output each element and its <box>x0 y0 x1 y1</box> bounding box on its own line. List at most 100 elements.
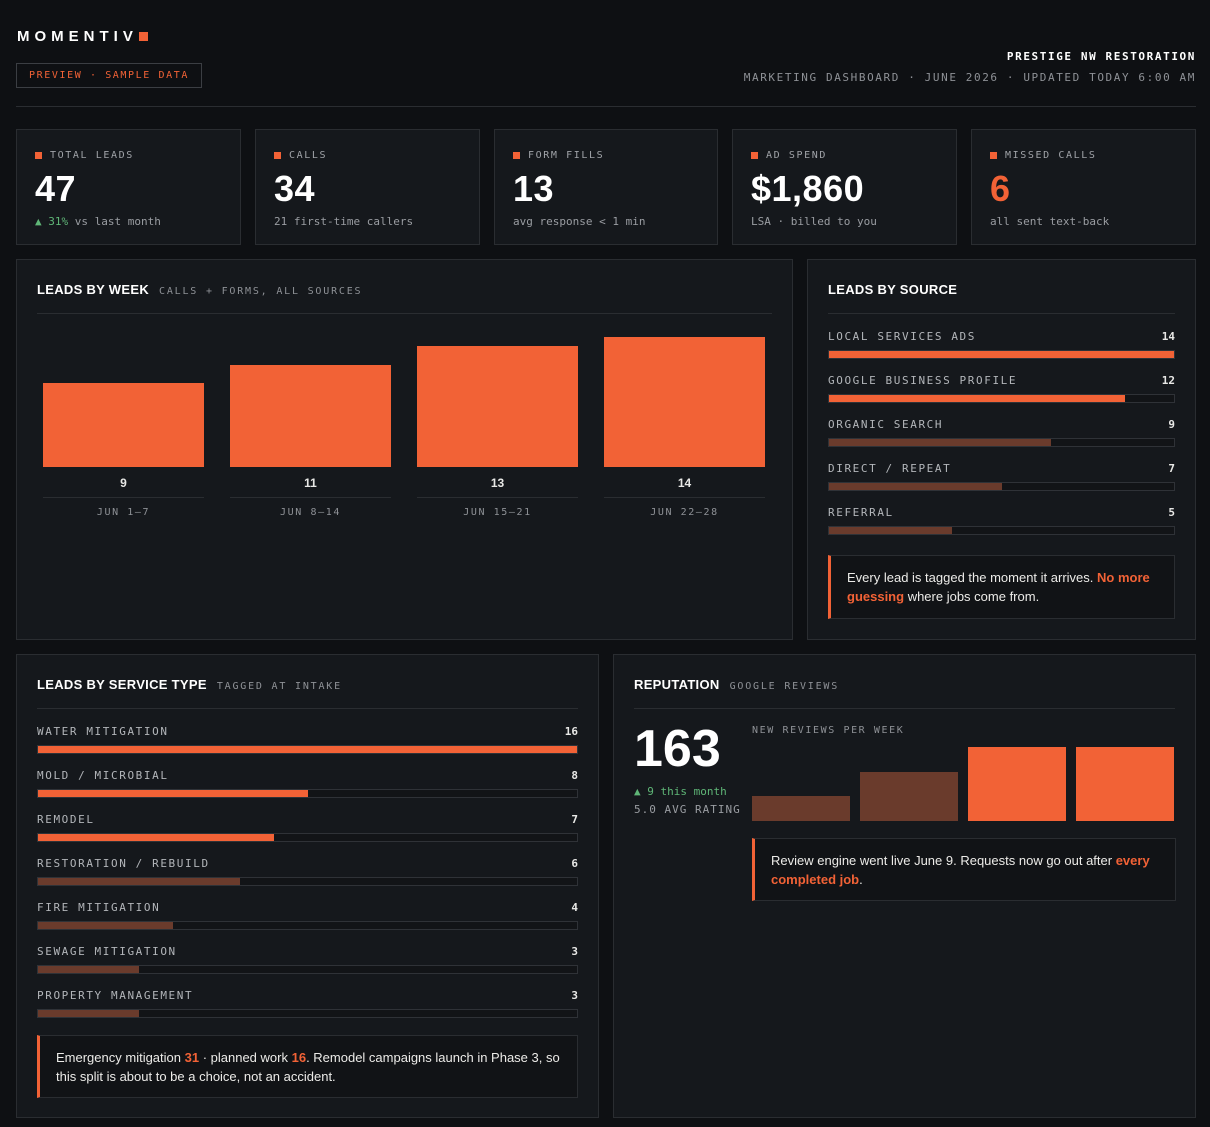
bar-track <box>37 745 578 754</box>
bar-row-label: REMODEL <box>37 813 95 826</box>
reviews-week-bar <box>752 796 850 821</box>
bar-row: SEWAGE MITIGATION 3 <box>37 945 578 975</box>
bar-fill <box>829 395 1125 402</box>
reviews-chart-caption: NEW REVIEWS PER WEEK <box>752 725 905 736</box>
bar-row-value: 4 <box>571 901 578 914</box>
bar-fill <box>829 351 1174 358</box>
kpi-label-text: CALLS <box>289 150 328 161</box>
bar-row: FIRE MITIGATION 4 <box>37 901 578 931</box>
week-bar-value: 14 <box>677 476 692 490</box>
bar-row-label: REFERRAL <box>828 506 894 519</box>
bar-row-label: ORGANIC SEARCH <box>828 418 944 431</box>
source-callout: Every lead is tagged the moment it arriv… <box>828 555 1175 619</box>
bar-fill <box>38 790 308 797</box>
week-label: JUN 1–7 <box>96 507 151 518</box>
panel-header: LEADS BY SOURCE <box>828 282 1175 314</box>
week-label: JUN 22–28 <box>650 507 719 518</box>
reviews-delta: ▲ 9 this month <box>634 785 727 798</box>
week-divider <box>604 497 765 498</box>
bar-track <box>37 965 578 974</box>
kpi-label-text: TOTAL LEADS <box>50 150 134 161</box>
bar-row: ORGANIC SEARCH 9 <box>828 418 1175 448</box>
kpi-value: 47 <box>35 168 77 209</box>
brand-logo[interactable]: MOMENTIV <box>17 28 148 45</box>
bar-row-value: 6 <box>571 857 578 870</box>
callout-text: . Remodel campaigns launch in Phase 3, s… <box>56 1050 560 1084</box>
kpi-sub: 21 first-time callers <box>274 215 414 228</box>
kpi-card-calls: CALLS 34 21 first-time callers <box>255 129 480 245</box>
kpi-value: $1,860 <box>751 168 865 209</box>
bar-row-value: 7 <box>1168 462 1175 475</box>
callout-number: 31 <box>184 1050 200 1065</box>
callout-number: 16 <box>291 1050 307 1065</box>
week-bar <box>604 337 765 467</box>
week-divider <box>43 497 204 498</box>
dashboard-subline: MARKETING DASHBOARD · JUNE 2026 · UPDATE… <box>743 71 1196 84</box>
panel-subtitle: GOOGLE REVIEWS <box>729 681 840 692</box>
callout-text: Every lead is tagged the moment it arriv… <box>847 570 1098 585</box>
week-label: JUN 15–21 <box>463 507 532 518</box>
week-bar <box>417 346 578 467</box>
preview-badge: PREVIEW · SAMPLE DATA <box>16 63 202 88</box>
bar-track <box>828 482 1175 491</box>
panel-leads-by-week: LEADS BY WEEK CALLS + FORMS, ALL SOURCES… <box>16 259 793 640</box>
reviews-total: 163 <box>634 720 721 778</box>
square-icon <box>35 152 42 159</box>
kpi-sub: ▲ 31% vs last month <box>35 215 161 228</box>
kpi-card-total-leads: TOTAL LEADS 47 ▲ 31% vs last month <box>16 129 241 245</box>
callout-text: where jobs come from. <box>904 589 1040 604</box>
bar-fill <box>38 1010 140 1017</box>
week-bar-value: 11 <box>304 476 317 490</box>
bar-row-label: RESTORATION / REBUILD <box>37 857 210 870</box>
bar-row-value: 12 <box>1161 374 1175 387</box>
bar-fill <box>38 922 173 929</box>
kpi-label: TOTAL LEADS <box>35 150 134 161</box>
bar-row-label: PROPERTY MANAGEMENT <box>37 989 194 1002</box>
brand-square-icon <box>138 32 148 41</box>
bar-track <box>828 526 1175 535</box>
panel-leads-by-source: LEADS BY SOURCE LOCAL SERVICES ADS 14 GOOG… <box>807 259 1196 640</box>
bar-track <box>828 394 1175 403</box>
bar-row-label: WATER MITIGATION <box>37 725 169 738</box>
panel-header: REPUTATION GOOGLE REVIEWS <box>634 677 1175 709</box>
week-bar-value: 9 <box>120 476 127 490</box>
kpi-label-text: AD SPEND <box>766 150 827 161</box>
square-icon <box>990 152 997 159</box>
reviews-week-bar <box>860 772 958 821</box>
bar-fill <box>38 966 140 973</box>
bar-row: LOCAL SERVICES ADS 14 <box>828 330 1175 360</box>
bar-track <box>37 1009 578 1018</box>
kpi-value: 13 <box>513 168 555 209</box>
kpi-label: FORM FILLS <box>513 150 604 161</box>
square-icon <box>751 152 758 159</box>
service-callout: Emergency mitigation 31 · planned work 1… <box>37 1035 578 1098</box>
panel-reputation: REPUTATION GOOGLE REVIEWS 163 ▲ 9 this m… <box>613 654 1196 1118</box>
bar-row-value: 3 <box>571 989 578 1002</box>
bar-row: WATER MITIGATION 16 <box>37 725 578 755</box>
bar-row-label: MOLD / MICROBIAL <box>37 769 169 782</box>
bar-row: REFERRAL 5 <box>828 506 1175 536</box>
bar-row: GOOGLE BUSINESS PROFILE 12 <box>828 374 1175 404</box>
kpi-card-ad-spend: AD SPEND $1,860 LSA · billed to you <box>732 129 957 245</box>
kpi-value: 6 <box>990 168 1011 209</box>
bar-row: DIRECT / REPEAT 7 <box>828 462 1175 492</box>
week-bar <box>230 365 391 467</box>
week-divider <box>230 497 391 498</box>
bar-row-label: DIRECT / REPEAT <box>828 462 952 475</box>
bar-fill <box>38 834 274 841</box>
reviews-week-bar <box>1076 747 1174 821</box>
bar-row-value: 7 <box>571 813 578 826</box>
bar-fill <box>38 746 577 753</box>
callout-text: . <box>859 872 863 887</box>
bar-row: PROPERTY MANAGEMENT 3 <box>37 989 578 1019</box>
bar-track <box>37 877 578 886</box>
bar-track <box>828 438 1175 447</box>
panel-subtitle: TAGGED AT INTAKE <box>216 681 342 692</box>
panel-title: LEADS BY WEEK <box>37 282 150 297</box>
bar-row-value: 5 <box>1168 506 1175 519</box>
kpi-delta: ▲ 31% <box>35 215 69 228</box>
kpi-label-text: MISSED CALLS <box>1005 150 1097 161</box>
bar-row-value: 16 <box>564 725 578 738</box>
bar-row-label: LOCAL SERVICES ADS <box>828 330 977 343</box>
panel-header: LEADS BY WEEK CALLS + FORMS, ALL SOURCES <box>37 282 772 314</box>
